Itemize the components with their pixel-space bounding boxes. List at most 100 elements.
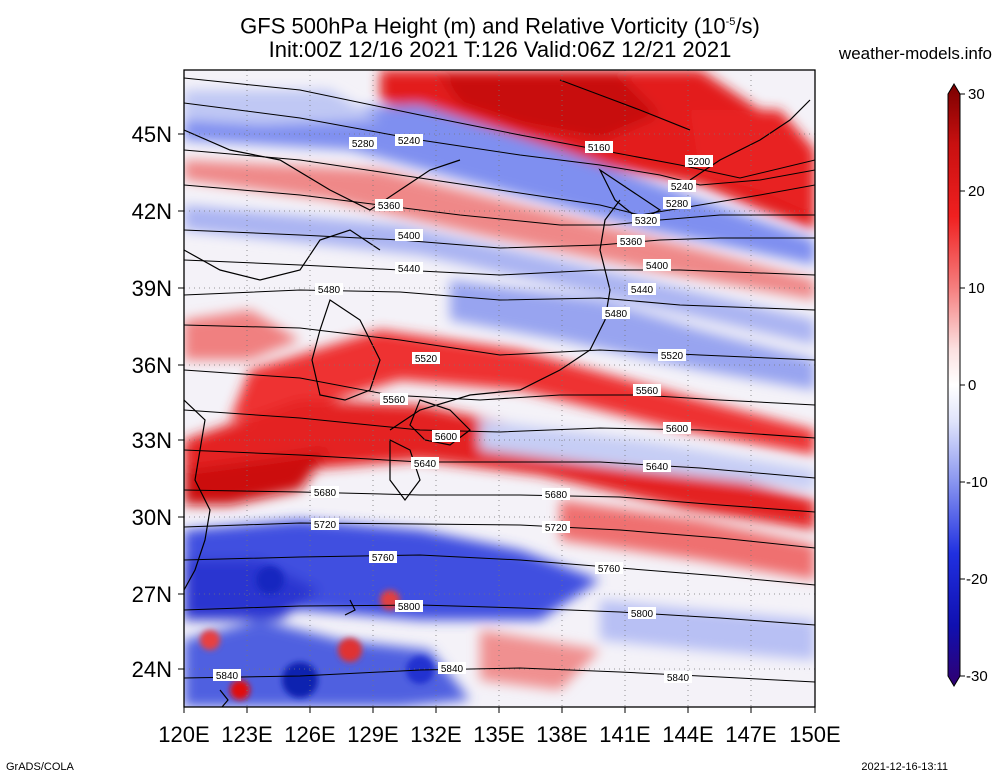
svg-text:5240: 5240	[398, 136, 421, 147]
contour-label: 5480	[602, 307, 630, 320]
lat-label: 39N	[132, 276, 172, 301]
lon-label: 150E	[789, 722, 840, 747]
contour-label: 5280	[663, 197, 691, 210]
contour-label: 5240	[668, 180, 696, 193]
svg-text:5640: 5640	[646, 462, 669, 473]
chart-title-line1: GFS 500hPa Height (m) and Relative Vorti…	[240, 13, 760, 39]
contour-label: 5200	[685, 155, 713, 168]
contour-label: 5640	[411, 457, 439, 470]
contour-label: 5440	[395, 262, 423, 275]
site-credit: weather-models.info	[838, 44, 992, 63]
contour-label: 5760	[369, 551, 397, 564]
svg-text:5720: 5720	[545, 523, 568, 534]
lon-label: 135E	[473, 722, 524, 747]
svg-text:5760: 5760	[372, 553, 395, 564]
contour-label: 5360	[375, 199, 403, 212]
svg-text:5320: 5320	[635, 216, 658, 227]
contour-label: 5840	[438, 662, 466, 675]
contour-label: 5480	[315, 283, 343, 296]
colorbar-tick-label: 30	[968, 86, 985, 103]
contour-label: 5560	[380, 393, 408, 406]
vorticity-field	[184, 70, 815, 707]
svg-text:5360: 5360	[620, 237, 643, 248]
contour-label: 5600	[432, 430, 460, 443]
contour-label: 5800	[628, 607, 656, 620]
lon-label: 138E	[536, 722, 587, 747]
colorbar-tick-label: 20	[968, 183, 985, 200]
svg-text:5520: 5520	[661, 351, 684, 362]
contour-label: 5240	[395, 134, 423, 147]
svg-text:5640: 5640	[414, 459, 437, 470]
svg-text:5680: 5680	[545, 490, 568, 501]
lat-label: 42N	[132, 199, 172, 224]
contour-label: 5520	[658, 349, 686, 362]
lon-label: 141E	[599, 722, 650, 747]
lon-label: 123E	[221, 722, 272, 747]
lon-label: 120E	[158, 722, 209, 747]
grid-lines	[184, 70, 815, 707]
colorbar-tick-label: -30	[966, 668, 988, 685]
contour-label: 5400	[643, 259, 671, 272]
contour-label: 5800	[395, 600, 423, 613]
lon-label: 129E	[347, 722, 398, 747]
svg-text:5280: 5280	[352, 139, 375, 150]
contour-label: 5720	[311, 518, 339, 531]
svg-text:5520: 5520	[415, 354, 438, 365]
lon-label: 147E	[725, 722, 776, 747]
contour-label: 5760	[595, 562, 623, 575]
lon-labels: 120E 123E 126E 129E 132E 135E 138E 141E …	[158, 722, 840, 747]
height-contours	[184, 77, 815, 683]
contour-label: 5400	[395, 229, 423, 242]
svg-text:5560: 5560	[636, 386, 659, 397]
contour-label: 5560	[633, 384, 661, 397]
svg-text:5840: 5840	[441, 664, 464, 675]
svg-text:5840: 5840	[216, 671, 239, 682]
lon-label: 144E	[662, 722, 713, 747]
svg-text:5280: 5280	[666, 199, 689, 210]
colorbar-gradient	[947, 83, 961, 687]
footer-timestamp: 2021-12-16-13:11	[861, 761, 948, 773]
chart-title-line2: Init:00Z 12/16 2021 T:126 Valid:06Z 12/2…	[268, 37, 732, 62]
contour-label: 5840	[664, 671, 692, 684]
svg-text:5400: 5400	[398, 231, 421, 242]
svg-text:5600: 5600	[666, 424, 689, 435]
colorbar-tick-label: 0	[968, 377, 976, 394]
contour-label: 5640	[643, 460, 671, 473]
lon-label: 132E	[410, 722, 461, 747]
contour-label: 5280	[349, 137, 377, 150]
contour-label: 5360	[617, 235, 645, 248]
lat-label: 30N	[132, 505, 172, 530]
svg-text:5600: 5600	[435, 432, 458, 443]
contour-label: 5680	[311, 486, 339, 499]
contour-label: 5440	[628, 283, 656, 296]
svg-text:5760: 5760	[598, 564, 621, 575]
lat-labels: 45N 42N 39N 36N 33N 30N 27N 24N	[132, 122, 172, 682]
svg-text:5200: 5200	[688, 157, 711, 168]
contour-label: 5520	[412, 352, 440, 365]
frame-ticks	[178, 133, 816, 713]
svg-text:5160: 5160	[588, 143, 611, 154]
contour-label: 5680	[542, 488, 570, 501]
svg-text:5480: 5480	[605, 309, 628, 320]
lon-label: 126E	[284, 722, 335, 747]
svg-text:5440: 5440	[398, 264, 421, 275]
svg-text:5240: 5240	[671, 182, 694, 193]
contour-label: 5720	[542, 521, 570, 534]
footer-credit: GrADS/COLA	[6, 761, 74, 773]
contour-labels: 5160 5200 5240 5240 5280 5280 5320 5360 …	[213, 134, 713, 684]
svg-text:5360: 5360	[378, 201, 401, 212]
lat-label: 36N	[132, 353, 172, 378]
colorbar-tick-label: -20	[966, 571, 988, 588]
svg-text:5400: 5400	[646, 261, 669, 272]
svg-text:5800: 5800	[631, 609, 654, 620]
svg-text:5680: 5680	[314, 488, 337, 499]
contour-label: 5600	[663, 422, 691, 435]
svg-text:5480: 5480	[318, 285, 341, 296]
colorbar: 30 20 10 0 -10 -20 -30	[947, 83, 988, 687]
svg-text:5560: 5560	[383, 395, 406, 406]
colorbar-tick-label: 10	[968, 280, 985, 297]
contour-label: 5320	[632, 214, 660, 227]
lat-label: 33N	[132, 428, 172, 453]
lat-label: 45N	[132, 122, 172, 147]
